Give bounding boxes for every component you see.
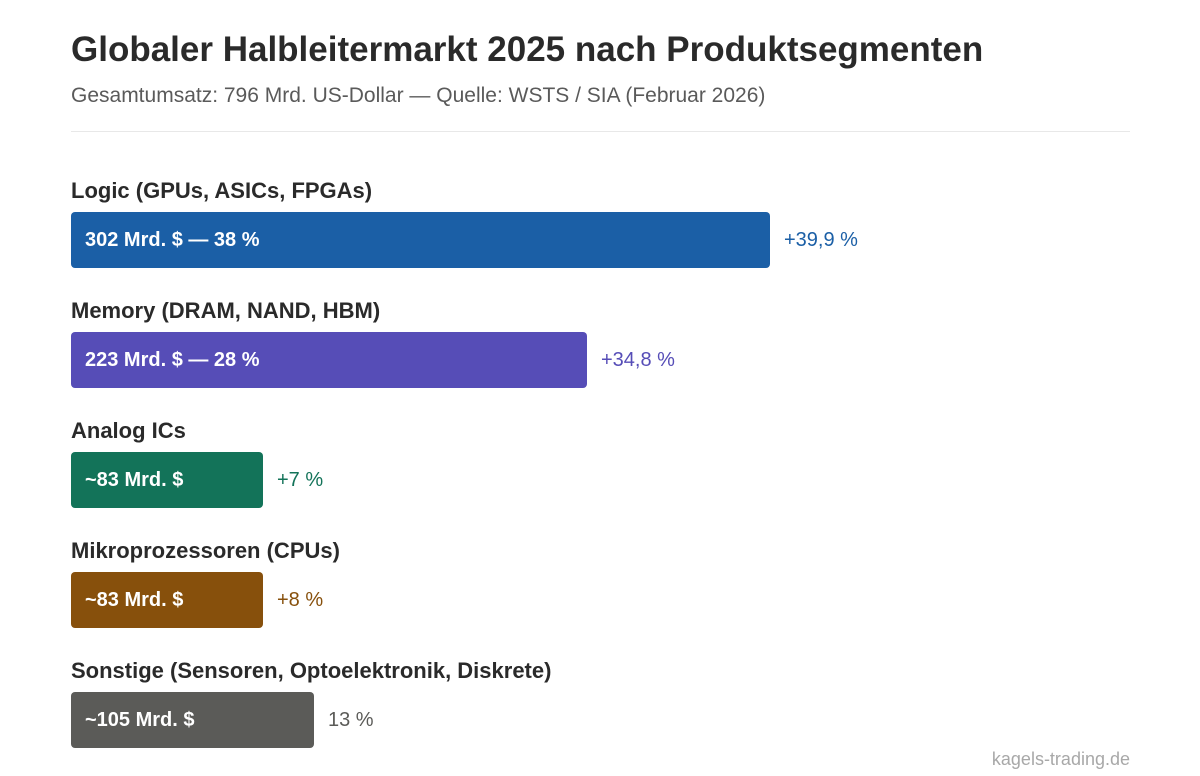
segment-label: Mikroprozessoren (CPUs) (71, 538, 340, 563)
bar-value-label: ~83 Mrd. $ (85, 468, 184, 491)
bar-value-label: 223 Mrd. $ — 28 % (85, 348, 260, 371)
segment-row: Mikroprozessoren (CPUs) ~83 Mrd. $ +8 % (71, 538, 1131, 648)
segment-row: Analog ICs ~83 Mrd. $ +7 % (71, 418, 1131, 528)
header-divider (71, 131, 1130, 132)
watermark: kagels-trading.de (991, 749, 1130, 769)
chart-title: Globaler Halbleitermarkt 2025 nach Produ… (71, 30, 984, 69)
bar-value-label: ~83 Mrd. $ (85, 588, 184, 611)
segment-bar: 223 Mrd. $ — 28 % (71, 332, 587, 388)
growth-label: +39,9 % (784, 228, 858, 251)
growth-label: +7 % (277, 468, 324, 491)
segment-row: Sonstige (Sensoren, Optoelektronik, Disk… (71, 658, 1131, 768)
segment-bar: ~105 Mrd. $ (71, 692, 314, 748)
segment-bar: ~83 Mrd. $ (71, 452, 263, 508)
growth-label: +8 % (277, 588, 324, 611)
segment-label: Memory (DRAM, NAND, HBM) (71, 298, 381, 323)
bar-value-label: ~105 Mrd. $ (85, 708, 195, 731)
segment-row: Memory (DRAM, NAND, HBM) 223 Mrd. $ — 28 … (71, 298, 1131, 408)
growth-label: 13 % (328, 708, 374, 731)
segment-label: Analog ICs (71, 418, 186, 443)
segment-label: Logic (GPUs, ASICs, FPGAs) (71, 178, 373, 203)
segment-row: Logic (GPUs, ASICs, FPGAs) 302 Mrd. $ — 3… (71, 178, 1131, 288)
bar-value-label: 302 Mrd. $ — 38 % (85, 228, 260, 251)
growth-label: +34,8 % (601, 348, 675, 371)
segment-bar: 302 Mrd. $ — 38 % (71, 212, 770, 268)
chart-subtitle: Gesamtumsatz: 796 Mrd. US-Dollar — Quell… (71, 84, 766, 107)
segment-label: Sonstige (Sensoren, Optoelektronik, Disk… (71, 658, 552, 683)
segment-bar: ~83 Mrd. $ (71, 572, 263, 628)
